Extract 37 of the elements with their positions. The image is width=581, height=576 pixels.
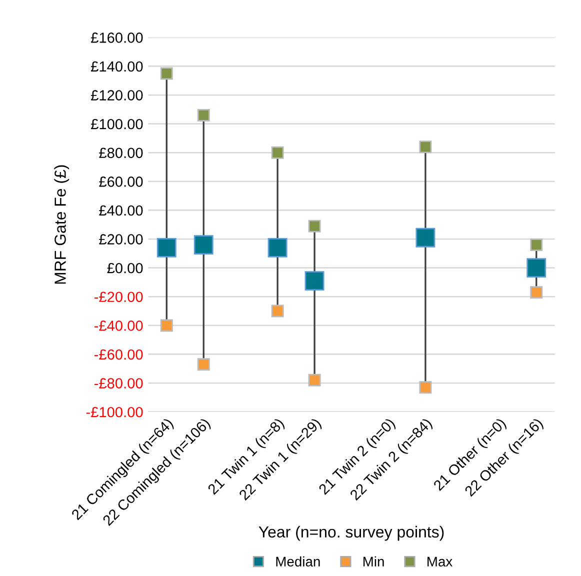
y-tick-label: £40.00 (99, 205, 143, 216)
y-tick-label: £80.00 (99, 148, 143, 158)
point (530, 286, 543, 299)
point (419, 140, 432, 154)
point (156, 238, 176, 258)
point (530, 238, 543, 252)
y-tick-label: -£80.00 (94, 378, 143, 388)
legend-label: Max (428, 556, 452, 567)
legend-label: Min (363, 556, 384, 566)
y-tick-label: £100.00 (90, 118, 143, 130)
point (194, 235, 214, 255)
y-tick-label: £140.00 (90, 61, 143, 72)
y-tick-label: £60.00 (99, 176, 143, 187)
y-tick-label: £0.00 (107, 262, 143, 274)
point (308, 220, 321, 232)
y-tick-label: £20.00 (99, 234, 143, 244)
y-tick-label: £120.00 (90, 90, 143, 100)
y-tick-label: -£100.00 (86, 406, 143, 418)
point (160, 67, 173, 80)
point (160, 319, 173, 332)
y-tick-label: £160.00 (90, 32, 143, 43)
point (197, 358, 210, 371)
point (271, 146, 284, 159)
y-tick-label: -£40.00 (94, 320, 143, 331)
legend-label: Median (276, 556, 320, 567)
y-axis-title: MRF Gate Fe (£) (54, 165, 70, 284)
y-tick-label: -£20.00 (94, 292, 143, 302)
point (268, 238, 288, 258)
x-axis-title: Year (n=no. survey points) (258, 526, 444, 541)
point (416, 228, 436, 248)
point (526, 258, 546, 278)
point (304, 271, 324, 291)
point (271, 304, 284, 318)
point (308, 374, 321, 386)
point (419, 381, 432, 394)
y-tick-label: -£60.00 (94, 349, 143, 360)
point (197, 108, 210, 122)
